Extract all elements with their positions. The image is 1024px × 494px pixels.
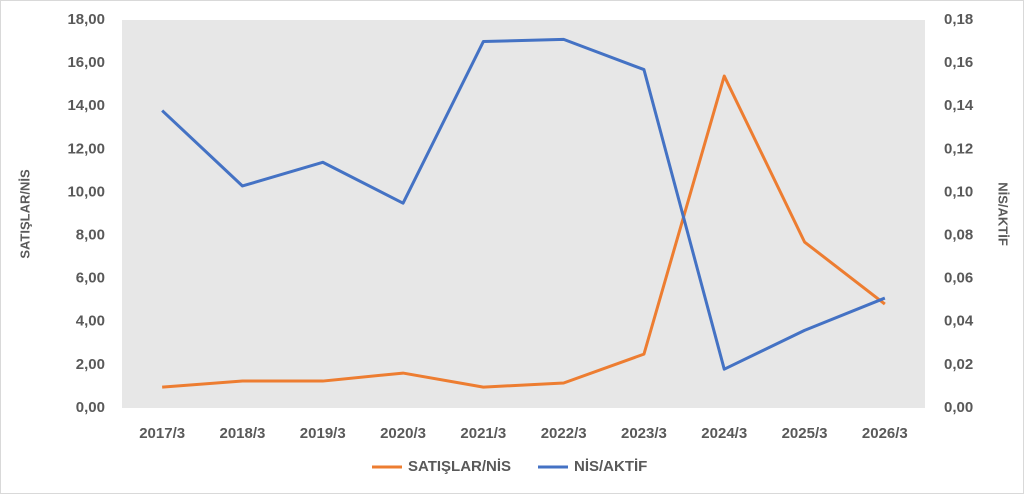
x-tick-label: 2018/3: [220, 425, 266, 442]
y2-tick-label: 0,04: [944, 313, 974, 330]
y2-tick-label: 0,08: [944, 227, 973, 244]
x-tick-label: 2022/3: [541, 425, 587, 442]
x-tick-label: 2026/3: [862, 425, 908, 442]
y2-tick-label: 0,14: [944, 97, 974, 114]
y2-tick-label: 0,00: [944, 399, 973, 416]
y-tick-label: 2,00: [76, 356, 105, 373]
y-tick-label: 0,00: [76, 399, 105, 416]
legend-label: SATIŞLAR/NİS: [408, 458, 511, 475]
y-tick-label: 16,00: [67, 54, 105, 71]
y-axis-title: SATIŞLAR/NİS: [17, 169, 32, 259]
y-tick-label: 8,00: [76, 227, 105, 244]
line-series: [162, 74, 886, 389]
x-tick-label: 2024/3: [701, 425, 747, 442]
y2-tick-label: 0,02: [944, 356, 973, 373]
y-tick-label: 12,00: [67, 140, 105, 157]
y-tick-label: 6,00: [76, 270, 105, 287]
y2-tick-label: 0,16: [944, 54, 973, 71]
x-tick-label: 2020/3: [380, 425, 426, 442]
y2-tick-label: 0,10: [944, 183, 973, 200]
y-tick-label: 4,00: [76, 313, 105, 330]
x-tick-label: 2021/3: [460, 425, 506, 442]
y2-tick-label: 0,06: [944, 270, 973, 287]
x-tick-label: 2019/3: [300, 425, 346, 442]
x-tick-label: 2017/3: [139, 425, 185, 442]
y-tick-label: 18,00: [67, 11, 105, 28]
line-series: [161, 37, 886, 371]
plot-area: [122, 20, 925, 408]
x-tick-label: 2023/3: [621, 425, 667, 442]
y2-axis-title: NİS/AKTİF: [996, 182, 1011, 246]
y2-tick-label: 0,18: [944, 11, 973, 28]
legend-label: NİS/AKTİF: [574, 458, 647, 475]
y2-tick-label: 0,12: [944, 140, 973, 157]
x-tick-label: 2025/3: [782, 425, 828, 442]
y-tick-label: 14,00: [67, 97, 105, 114]
y-tick-label: 10,00: [67, 183, 105, 200]
